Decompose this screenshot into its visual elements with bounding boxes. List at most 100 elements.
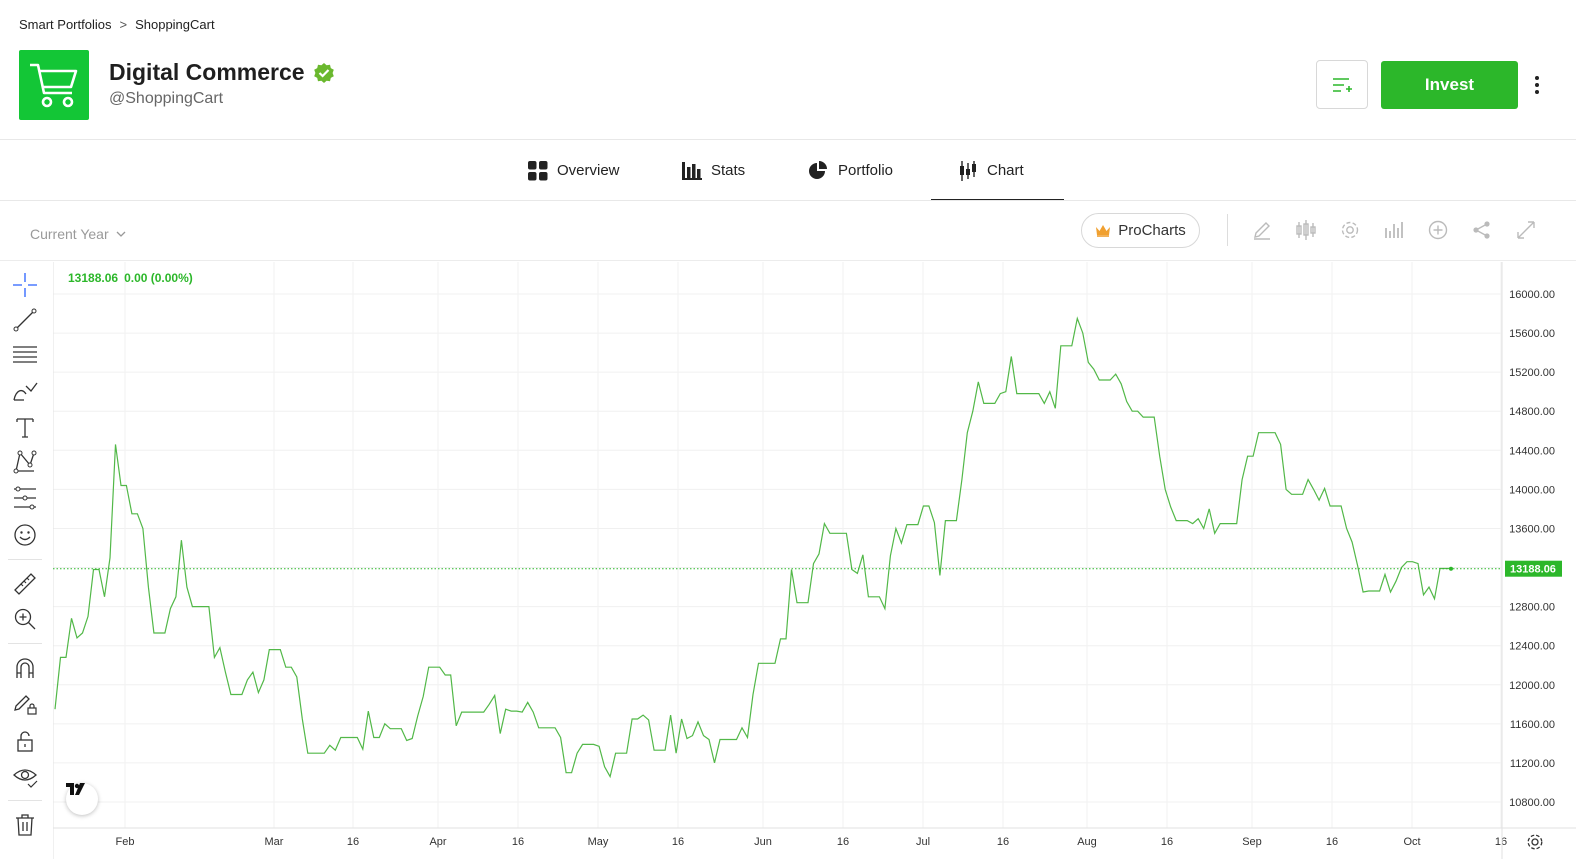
x-tick-label: Oct [1403,836,1420,848]
tab-label: Portfolio [838,162,894,179]
fib-icon[interactable] [12,342,38,368]
breadcrumb-separator: > [119,17,128,32]
list-add-icon [1333,77,1352,92]
text-icon[interactable] [12,414,38,440]
x-tick-label: 16 [837,836,849,848]
prediction-icon[interactable] [12,485,38,511]
tab-label: Overview [557,162,620,179]
settings-icon[interactable] [1338,218,1362,242]
x-tick-label: 16 [512,836,524,848]
rail-separator [8,643,42,644]
x-tick-label: Jun [754,836,772,848]
x-tick-label: 16 [347,836,359,848]
x-tick-label: 16 [1161,836,1173,848]
fullscreen-icon[interactable] [1514,218,1538,242]
bars-icon[interactable] [1382,218,1406,242]
x-tick-label: Mar [265,836,284,848]
breadcrumb-current: ShoppingCart [135,17,215,32]
y-tick-label: 12400.00 [1509,641,1555,653]
tab-chart[interactable]: Chart [931,140,1064,201]
tab-overview[interactable]: Overview [528,140,620,201]
pencil-icon[interactable] [1250,218,1274,242]
price-line [54,316,1451,779]
add-to-watchlist-button[interactable] [1316,60,1368,109]
pattern-icon[interactable] [12,449,38,475]
x-tick-label: 16 [1326,836,1338,848]
zoom-in-icon[interactable] [12,606,38,632]
last-price-tag [1505,560,1562,577]
breadcrumb-parent[interactable]: Smart Portfolios [19,17,112,32]
y-tick-label: 15600.00 [1509,328,1555,340]
chart-svg: 16000.00 15600.00 15200.00 14800.00 14400.00… [53,262,1576,859]
bar-chart-icon [682,161,702,180]
trendline-icon[interactable] [12,307,38,333]
crosshair-icon[interactable] [12,272,38,298]
chart-settings-icon[interactable] [1525,832,1545,852]
header-divider [0,139,1576,140]
pie-chart-icon [809,161,827,179]
more-options-icon[interactable] [1528,70,1546,100]
emoji-icon[interactable] [12,522,38,548]
drawing-tools-rail [0,261,52,859]
tab-label: Chart [987,162,1024,179]
procharts-label: ProCharts [1118,222,1186,239]
page-title: Digital Commerce [109,59,305,85]
title-block: Digital Commerce @ShoppingCart [109,59,335,108]
procharts-button[interactable]: ProCharts [1081,213,1200,248]
crown-icon [1096,225,1111,237]
trash-icon[interactable] [12,812,38,838]
toolbar-divider [0,260,1576,261]
price-chart[interactable]: 16000.00 15600.00 15200.00 14800.00 14400.00… [53,262,1576,859]
y-tick-label: 12000.00 [1509,680,1555,692]
tab-label: Stats [711,162,746,179]
x-tick-label: Feb [116,836,135,848]
ruler-icon[interactable] [12,571,38,597]
indicators-icon[interactable] [1294,218,1318,242]
y-tick-label: 14800.00 [1509,406,1555,418]
x-tick-label: Aug [1077,836,1097,848]
legend-value: 13188.06 [68,271,119,285]
share-icon[interactable] [1470,218,1494,242]
lock-drawing-icon[interactable] [12,691,38,717]
x-tick-label: Apr [429,836,446,848]
unlock-icon[interactable] [12,728,38,754]
shopping-cart-icon [30,63,78,108]
chevron-down-icon [116,231,126,237]
tab-bar: Overview Stats Portfolio Chart [0,140,1576,201]
brush-icon[interactable] [12,378,38,404]
x-tick-label: Jul [916,836,930,848]
breadcrumb: Smart Portfolios > ShoppingCart [19,17,215,32]
x-tick-label: May [588,836,609,848]
y-tick-label: 16000.00 [1509,289,1555,301]
tabs-divider [0,200,1576,201]
candlestick-icon [960,160,976,181]
shopping-cart-logo [19,50,89,120]
tab-stats[interactable]: Stats [682,140,745,201]
period-dropdown[interactable]: Current Year [30,226,126,242]
toolbar-separator [1227,214,1228,246]
period-label: Current Year [30,226,109,242]
username-handle: @ShoppingCart [109,90,224,107]
y-tick-label: 11600.00 [1510,719,1555,731]
add-icon[interactable] [1426,218,1450,242]
y-tick-label: 11200.00 [1510,758,1555,770]
y-tick-label: 13600.00 [1509,523,1555,535]
legend-change: 0.00 (0.00%) [124,271,193,285]
last-price-label: 13188.06 [1510,564,1556,576]
rail-separator [8,559,42,560]
y-tick-label: 12800.00 [1509,602,1555,614]
last-price-dot [1449,566,1453,571]
x-tick-label: 16 [997,836,1009,848]
tradingview-logo-icon[interactable] [66,783,98,815]
rail-separator [8,800,42,801]
x-tick-label: Sep [1242,836,1262,848]
magnet-icon[interactable] [12,655,38,681]
y-tick-label: 14000.00 [1509,484,1555,496]
invest-button[interactable]: Invest [1381,61,1518,109]
y-tick-label: 15200.00 [1509,367,1555,379]
y-tick-label: 10800.00 [1509,797,1555,809]
x-tick-label: 16 [1495,836,1507,848]
tab-portfolio[interactable]: Portfolio [808,140,893,201]
grid-icon [528,160,548,180]
eye-icon[interactable] [12,763,38,789]
